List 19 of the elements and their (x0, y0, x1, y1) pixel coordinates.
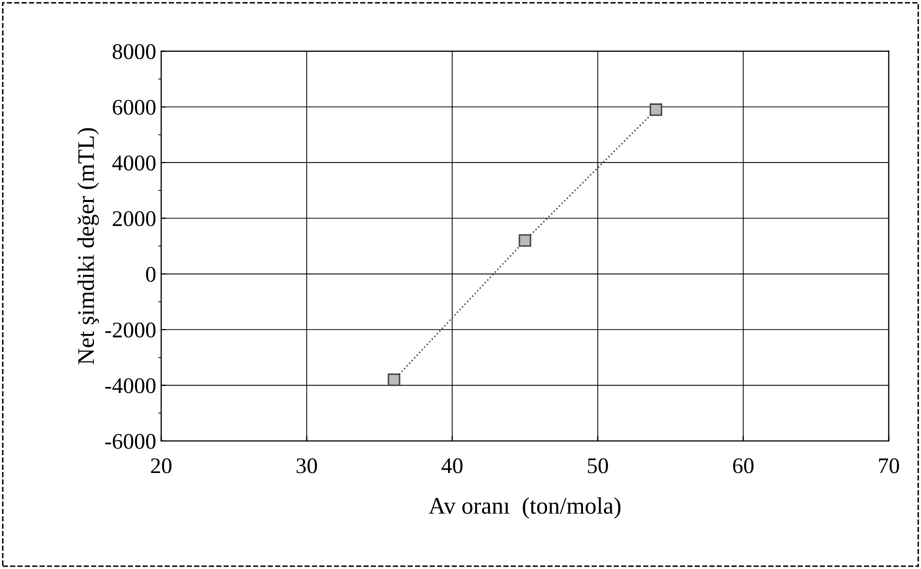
y-tick-label: 8000 (112, 44, 156, 60)
y-tick-label: -2000 (105, 322, 156, 338)
x-tick-label: 40 (442, 458, 462, 474)
y-tick-label: 2000 (112, 211, 156, 226)
x-tick-label: 70 (879, 458, 900, 474)
point (518, 234, 532, 247)
x-tick-label: 60 (733, 458, 754, 474)
point (650, 103, 662, 116)
x-tick-label: 30 (296, 458, 317, 474)
x-tick-label: 50 (588, 458, 608, 474)
x-tick-label: 20 (151, 458, 172, 474)
y-tick-label: -4000 (105, 378, 156, 394)
y-tick-label: 6000 (112, 100, 156, 115)
x-axis-title: Av oranı (ton/mola) (428, 497, 620, 519)
point (388, 373, 400, 386)
y-tick-label: 0 (146, 266, 156, 282)
y-axis-title: Net şimdiki değer (mTL) (77, 128, 99, 364)
y-tick-label: 4000 (112, 156, 156, 170)
y-tick-label: -6000 (105, 434, 156, 449)
